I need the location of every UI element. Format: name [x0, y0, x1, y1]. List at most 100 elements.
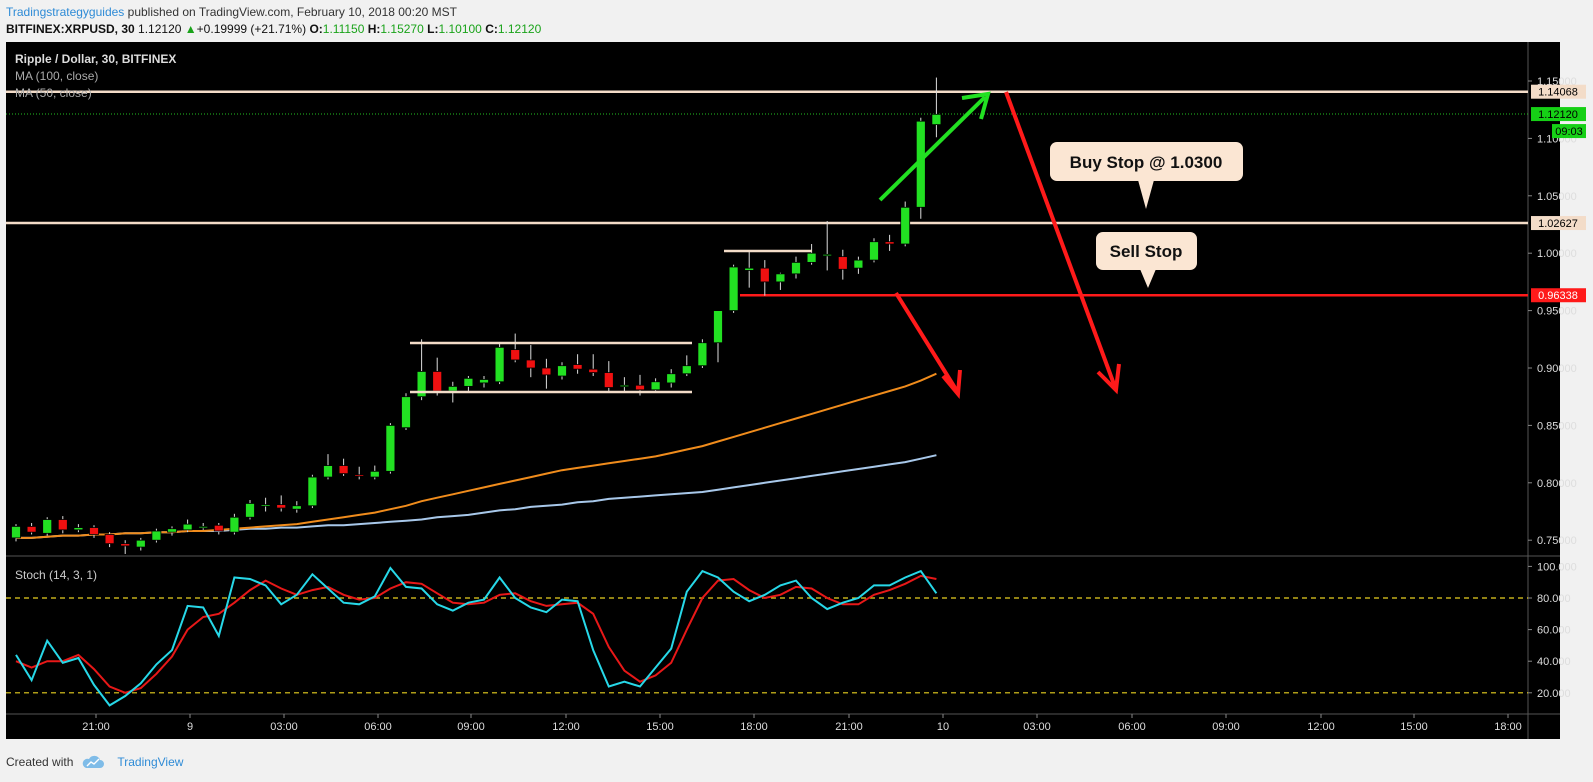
candle — [463, 376, 474, 391]
candle — [869, 238, 879, 263]
candle — [728, 264, 739, 313]
candle-body — [57, 519, 68, 531]
candle-body — [385, 424, 396, 472]
candle-body — [338, 465, 349, 475]
candle-body — [369, 470, 380, 478]
candle-body — [931, 113, 942, 126]
candle — [681, 355, 692, 377]
candle-body — [291, 505, 302, 510]
candle — [323, 454, 333, 480]
ticker-last: 1.12120 — [138, 22, 182, 36]
time-tick-label: 18:00 — [740, 721, 768, 733]
candle — [494, 343, 505, 385]
time-tick-label: 21:00 — [82, 721, 110, 733]
red-arrow-short — [894, 291, 962, 400]
hline-price-tag-bg — [1531, 216, 1586, 231]
candle — [931, 77, 942, 138]
candle-body — [494, 346, 505, 383]
price-tick-label: 0.75000 — [1537, 535, 1577, 547]
high-label: H: — [367, 22, 381, 36]
bar-timer-tag: 09:03 — [1555, 126, 1583, 138]
time-tick-label: 09:00 — [1212, 721, 1240, 733]
candle-body — [120, 543, 131, 547]
candle-body — [245, 503, 255, 518]
stoch-legend: Stoch (14, 3, 1) — [15, 568, 97, 582]
red-price-tag: 0.96338 — [1538, 290, 1578, 302]
open-label: O: — [309, 22, 323, 36]
author-link[interactable]: Tradingstrategyguides — [6, 5, 125, 19]
candle — [369, 465, 380, 480]
candle — [915, 117, 926, 219]
candle-body — [432, 371, 443, 392]
candle-body — [354, 474, 365, 477]
candle — [588, 354, 599, 377]
high-value: 1.15270 — [380, 22, 424, 36]
candle — [26, 522, 37, 535]
red-arrow-long — [1004, 91, 1121, 395]
price-tick-label: 0.80000 — [1537, 478, 1577, 490]
candle — [57, 516, 68, 534]
ma100-legend: MA (100, close) — [15, 69, 98, 83]
ticker-bar: BITFINEX:XRPUSD, 30 1.12120 ▲+0.19999 (+… — [6, 21, 541, 37]
low-label: L: — [427, 22, 439, 36]
candle-body — [510, 349, 521, 361]
chart-background — [6, 42, 1560, 739]
candle — [385, 423, 396, 474]
candle-body — [869, 241, 879, 261]
candle-body — [681, 365, 692, 375]
hline-price-tag: 1.02627 — [1538, 218, 1578, 230]
price-chart[interactable]: 1.150001.100001.050001.000000.950000.900… — [0, 42, 1593, 742]
close-value: 1.12120 — [497, 22, 542, 36]
candle — [307, 474, 318, 509]
candle — [151, 528, 162, 543]
up-arrow-icon: ▲ — [184, 22, 197, 36]
candle — [525, 345, 536, 378]
stoch-tick-label: 40.000 — [1537, 656, 1571, 668]
candle-body — [323, 465, 333, 478]
stoch-d-line — [15, 574, 937, 694]
candle-body — [713, 310, 723, 344]
candle — [213, 522, 224, 535]
candle — [853, 256, 864, 274]
publish-info: published on TradingView.com, February 1… — [127, 5, 457, 19]
candle-body — [525, 359, 536, 369]
candle — [900, 201, 911, 247]
candle-body — [588, 368, 599, 373]
time-tick-label: 06:00 — [364, 721, 392, 733]
candle-body — [697, 342, 708, 367]
footer: Created with TradingView — [6, 755, 183, 769]
candle-body — [416, 371, 427, 398]
candle — [744, 252, 755, 288]
candle-body — [104, 534, 115, 545]
price-tick-label: 1.05000 — [1537, 191, 1577, 203]
hline-price-tag-bg — [1531, 84, 1586, 99]
candle-body — [11, 526, 21, 539]
time-tick-label: 09:00 — [457, 721, 485, 733]
tradingview-cloud-icon — [83, 755, 105, 768]
tradingview-link[interactable]: TradingView — [117, 755, 184, 769]
time-tick-label: 03:00 — [270, 721, 298, 733]
bar-timer-tag-bg — [1552, 124, 1586, 139]
stoch-tick-label: 100.000 — [1537, 561, 1577, 573]
candle — [666, 369, 677, 388]
candle-body — [42, 519, 53, 534]
candle-body — [557, 365, 567, 377]
time-tick-label: 9 — [187, 721, 193, 733]
hline-price-tag: 1.14068 — [1538, 87, 1578, 99]
candle — [759, 260, 770, 296]
candle-body — [884, 241, 895, 245]
candle — [276, 495, 287, 512]
time-tick-label: 03:00 — [1023, 721, 1051, 733]
candle — [245, 500, 255, 520]
candle — [416, 339, 427, 401]
candle-body — [759, 267, 770, 283]
candle-body — [666, 373, 677, 384]
price-tick-label: 1.00000 — [1537, 248, 1577, 260]
time-tick-label: 21:00 — [835, 721, 863, 733]
buy-stop-label: Buy Stop @ 1.0300 — [1070, 153, 1223, 172]
candle-body — [619, 384, 630, 388]
low-value: 1.10100 — [438, 22, 482, 36]
candle-body — [837, 256, 848, 270]
candle — [260, 497, 271, 512]
candle-body — [213, 524, 224, 532]
